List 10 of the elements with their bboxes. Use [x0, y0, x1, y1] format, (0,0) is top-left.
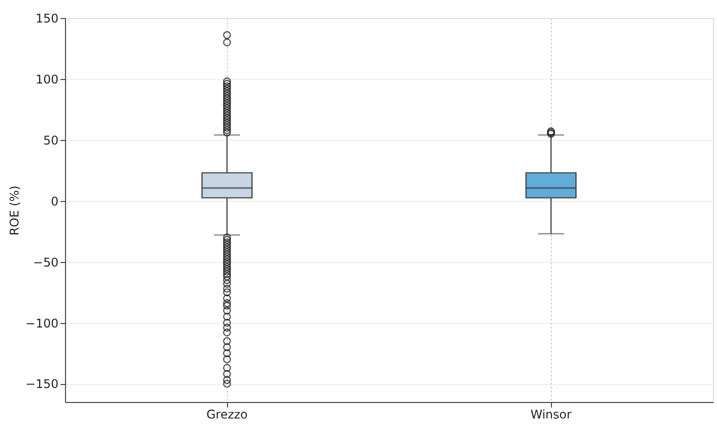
y-tick-label: −50	[33, 255, 58, 270]
x-tick-label: Grezzo	[206, 408, 248, 422]
y-tick-label: −150	[26, 377, 58, 392]
y-tick-label: 150	[36, 12, 58, 26]
y-tick-label: 50	[43, 133, 58, 148]
x-tick-label: Winsor	[530, 408, 572, 422]
y-tick-label: 0	[50, 194, 58, 208]
y-axis-title: ROE (%)	[8, 186, 22, 236]
y-tick-label: −100	[26, 316, 58, 330]
y-tick-label: 100	[36, 72, 58, 86]
